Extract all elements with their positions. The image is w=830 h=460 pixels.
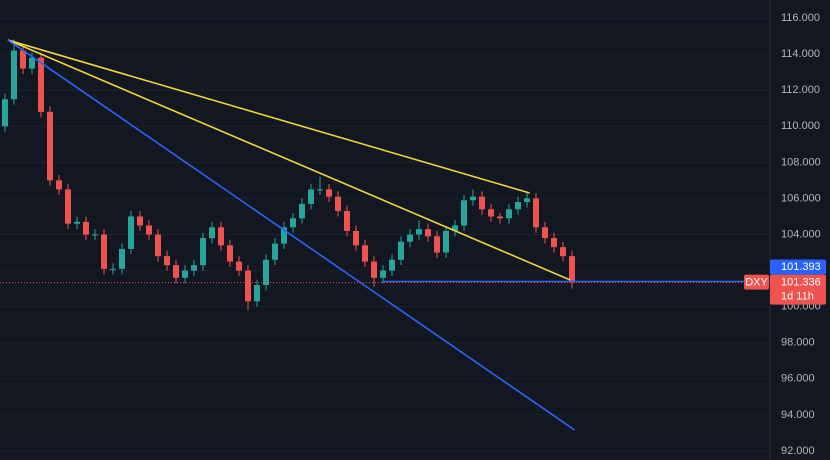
candle-body (119, 248, 125, 269)
candle-body (299, 203, 305, 219)
candle-body (227, 245, 233, 262)
candle-body (128, 216, 134, 249)
candle-body (353, 230, 359, 246)
y-tick-label: 116.000 (781, 12, 820, 24)
y-tick-label: 104.000 (781, 228, 821, 240)
candle-body (209, 227, 215, 239)
candle-body (164, 256, 170, 266)
y-tick-label: 96.000 (781, 373, 815, 385)
candle-body (272, 243, 278, 260)
y-tick-label: 108.000 (781, 156, 821, 168)
y-tick-label: 112.000 (781, 84, 820, 96)
candle-body (11, 50, 17, 100)
y-tick-label: 114.000 (781, 48, 820, 60)
candle-body (110, 268, 116, 270)
y-tick-label: 106.000 (781, 192, 821, 204)
candle-body (281, 227, 287, 244)
candle-body (398, 241, 404, 260)
last-price-label: 101.336 (781, 276, 821, 288)
candle-body (344, 211, 350, 231)
candle-body (569, 256, 575, 283)
candle-body (290, 218, 296, 228)
candle-body (443, 230, 449, 253)
candle-body (308, 189, 314, 204)
countdown-label: 1d 11h (781, 290, 814, 302)
trendline (7, 39, 576, 431)
candle-body (542, 227, 548, 239)
candle-body (488, 209, 494, 217)
candle-body (2, 99, 8, 127)
candle-body (524, 198, 530, 203)
candle-body (29, 57, 35, 69)
candle-body (497, 216, 503, 219)
candle-body (20, 50, 26, 69)
candle-body (155, 234, 161, 257)
candle-body (92, 234, 98, 236)
candle-body (38, 57, 44, 112)
candle-body (173, 265, 179, 278)
y-tick-label: 98.000 (781, 337, 815, 349)
candle-body (416, 229, 422, 235)
candle-body (326, 189, 332, 197)
trendline (7, 39, 571, 281)
symbol-box (744, 274, 769, 290)
candle-body (146, 225, 152, 235)
candle-body (434, 236, 440, 253)
candle-body (479, 196, 485, 210)
candle-body (74, 221, 80, 224)
trendline (7, 39, 530, 194)
last-price-box (770, 274, 826, 305)
candle-body (551, 238, 557, 248)
candle-body (461, 200, 467, 226)
candle-body (182, 270, 188, 278)
candle-body (218, 227, 224, 246)
candle-body (371, 261, 377, 278)
candle-body (506, 209, 512, 219)
candle-body (515, 202, 521, 210)
candle-body (389, 259, 395, 271)
candle-body (362, 245, 368, 262)
candle-body (236, 261, 242, 271)
candle-body (83, 221, 89, 235)
candle-body (47, 111, 53, 181)
candle-body (65, 189, 71, 224)
candle-body (263, 259, 269, 286)
candle-body (137, 216, 143, 226)
candle-body (560, 247, 566, 257)
horizontal-line-label: 101.393 (781, 261, 821, 273)
candle-body (452, 225, 458, 231)
candle-body (254, 285, 260, 302)
candle-body (200, 238, 206, 266)
candle-body (56, 180, 62, 190)
y-tick-label: 110.000 (781, 120, 820, 132)
candle-body (335, 196, 341, 212)
candle-body (470, 196, 476, 201)
y-tick-label: 94.000 (781, 409, 815, 421)
horizontal-line-label-box (770, 259, 826, 275)
candle-body (533, 198, 539, 228)
candle-body (380, 270, 386, 278)
candle-body (245, 270, 251, 302)
candle-body (191, 265, 197, 271)
symbol-label: DXY (745, 276, 768, 288)
y-tick-label: 92.000 (781, 445, 815, 457)
candle-body (101, 234, 107, 269)
candle-body (407, 234, 413, 242)
candle-body (425, 229, 431, 237)
candle-body (317, 189, 323, 191)
